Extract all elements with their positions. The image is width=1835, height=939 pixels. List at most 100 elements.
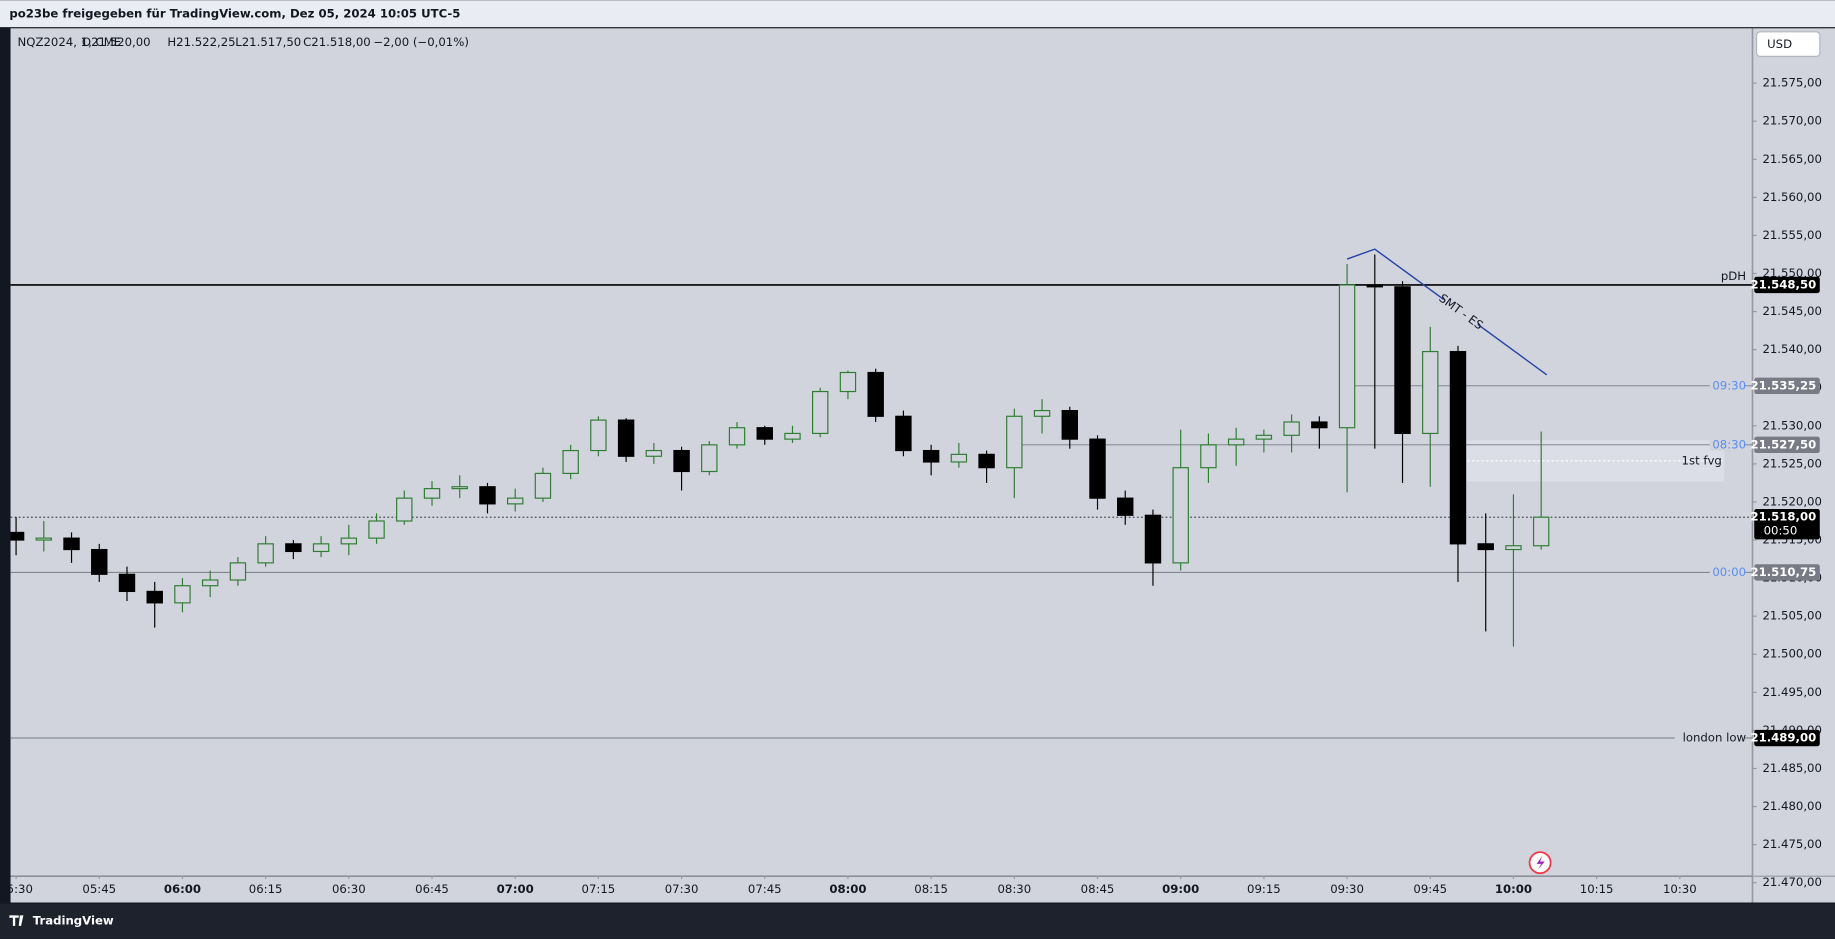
candle-body bbox=[1422, 350, 1439, 435]
candle-body bbox=[1227, 438, 1245, 446]
y-tick-label: 21.545,00 bbox=[1762, 304, 1821, 318]
y-tick-label: 21.470,00 bbox=[1762, 875, 1821, 889]
candle-body bbox=[396, 497, 413, 522]
y-tick-label: 21.485,00 bbox=[1762, 761, 1821, 775]
y-tick-label: 21.570,00 bbox=[1762, 114, 1821, 128]
candle-body bbox=[1117, 497, 1134, 516]
x-tick-label: 10:00 bbox=[1495, 882, 1532, 896]
candle-body bbox=[1172, 467, 1189, 564]
y-tick-label: 21.525,00 bbox=[1762, 456, 1821, 470]
x-tick-label: 07:30 bbox=[665, 882, 699, 896]
candle-body bbox=[479, 486, 496, 505]
level-label: 08:30 bbox=[1712, 437, 1746, 451]
legend-change: −2,00 (−0,01%) bbox=[373, 35, 469, 49]
candle-body bbox=[423, 488, 441, 499]
level-label-bg bbox=[1709, 566, 1745, 579]
candle-body bbox=[368, 520, 385, 539]
legend-ohlc: C21.518,00 bbox=[303, 35, 371, 49]
level-label-bg bbox=[1709, 379, 1745, 392]
candle-body bbox=[728, 427, 746, 446]
currency[interactable]: USD bbox=[1767, 37, 1792, 51]
candle-body bbox=[673, 449, 690, 473]
level-tag: 21.535,25 bbox=[1750, 378, 1816, 392]
candle-body bbox=[201, 579, 219, 587]
x-tick-label: 07:00 bbox=[497, 882, 534, 896]
alert-icon-bolt bbox=[1536, 855, 1545, 870]
y-tick-label: 21.530,00 bbox=[1762, 418, 1821, 432]
candle-body bbox=[1449, 350, 1467, 545]
level-tag: 21.510,75 bbox=[1750, 565, 1816, 579]
candle-body bbox=[784, 432, 801, 440]
x-tick-label: 09:15 bbox=[1247, 882, 1281, 896]
level-label: pDH bbox=[1721, 269, 1746, 283]
legend-symbol: NQZ2024, 1, CME bbox=[18, 35, 122, 49]
candle-body bbox=[63, 537, 80, 551]
x-tick-label: 08:30 bbox=[997, 882, 1031, 896]
candle-body bbox=[229, 562, 247, 581]
candle-body bbox=[812, 390, 829, 435]
candle-body bbox=[590, 419, 607, 452]
footer-logo bbox=[9, 915, 24, 926]
legend-ohlc: L21.517,50 bbox=[235, 35, 301, 49]
time-axis bbox=[10, 876, 1752, 903]
candle-body bbox=[174, 585, 191, 604]
x-tick-label: 08:15 bbox=[914, 882, 948, 896]
y-tick-label: 21.540,00 bbox=[1762, 342, 1821, 356]
candle-body bbox=[1366, 284, 1384, 288]
y-tick-label: 21.560,00 bbox=[1762, 190, 1821, 204]
candle-body bbox=[312, 543, 330, 553]
y-tick-label: 21.550,00 bbox=[1762, 266, 1821, 280]
x-tick-label: 08:00 bbox=[829, 882, 866, 896]
x-tick-label: 05:45 bbox=[82, 882, 116, 896]
x-tick-label: 07:15 bbox=[582, 882, 616, 896]
candle-body bbox=[756, 427, 773, 440]
candle-body bbox=[1033, 409, 1051, 417]
smt-line bbox=[1346, 248, 1548, 376]
candle-body bbox=[146, 590, 163, 604]
candle-body bbox=[617, 419, 635, 457]
x-tick-label: 08:45 bbox=[1081, 882, 1115, 896]
level-label: london low bbox=[1683, 731, 1747, 745]
legend-ohlc: H21.522,25 bbox=[167, 35, 235, 49]
candle-body bbox=[1532, 516, 1550, 547]
candle-body bbox=[534, 472, 552, 499]
smt-label-bg bbox=[1440, 294, 1482, 330]
candle-body bbox=[978, 453, 995, 469]
candle-body bbox=[1006, 415, 1023, 469]
footer-brand: TradingView bbox=[33, 914, 114, 928]
level-tag-bg bbox=[1754, 377, 1820, 395]
level-tag-bg bbox=[1754, 729, 1820, 747]
candle-body bbox=[1061, 409, 1078, 440]
candle-body bbox=[1144, 514, 1162, 564]
candle-body bbox=[10, 531, 25, 541]
candle-body bbox=[451, 486, 468, 490]
header-title: po23be freigegeben für TradingView.com, … bbox=[9, 7, 460, 21]
level-label: 09:30 bbox=[1712, 378, 1746, 392]
y-tick-label: 21.555,00 bbox=[1762, 228, 1821, 242]
candle-body bbox=[562, 449, 579, 474]
candle-body bbox=[950, 453, 968, 463]
level-tag: 21.527,50 bbox=[1750, 437, 1816, 451]
x-tick-label: 06:30 bbox=[332, 882, 366, 896]
candle-body bbox=[118, 573, 136, 593]
currency-button[interactable] bbox=[1756, 31, 1821, 57]
x-tick-label: 07:45 bbox=[748, 882, 782, 896]
candle-body bbox=[1283, 421, 1300, 436]
y-tick-label: 21.520,00 bbox=[1762, 494, 1821, 508]
candle-body bbox=[922, 449, 940, 463]
candle-body bbox=[645, 449, 663, 457]
candle-body bbox=[1255, 434, 1273, 440]
candle-body bbox=[1505, 545, 1522, 551]
candle-body bbox=[867, 371, 884, 417]
level-tag: 21.489,00 bbox=[1750, 731, 1816, 745]
y-tick-label: 21.505,00 bbox=[1762, 609, 1821, 623]
candle-body bbox=[839, 371, 857, 393]
x-tick-label: 09:00 bbox=[1162, 882, 1199, 896]
candle-body bbox=[701, 444, 718, 473]
candle-body bbox=[340, 537, 358, 545]
candle-body bbox=[285, 543, 302, 553]
x-tick-label: 06:15 bbox=[249, 882, 283, 896]
y-tick-label: 21.480,00 bbox=[1762, 799, 1821, 813]
